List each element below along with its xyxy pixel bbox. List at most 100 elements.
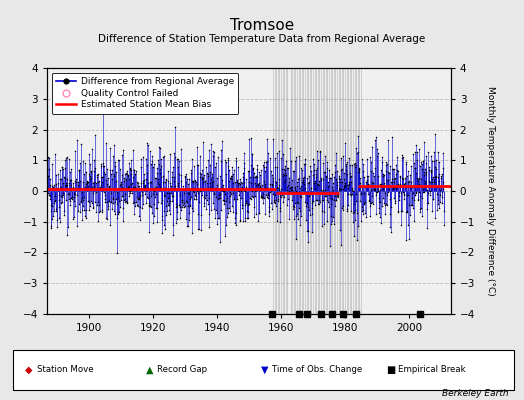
Point <box>300 174 308 181</box>
Point <box>161 193 170 200</box>
Point <box>288 184 296 190</box>
Point <box>268 205 276 212</box>
Point <box>104 198 113 204</box>
Point <box>279 151 288 157</box>
Point <box>287 184 296 190</box>
Point <box>227 175 235 181</box>
Point <box>381 190 389 196</box>
Point <box>242 176 250 182</box>
Point <box>123 198 132 205</box>
Point <box>117 180 125 187</box>
Point <box>202 164 210 170</box>
Point <box>147 161 155 168</box>
Point <box>227 203 236 210</box>
Point <box>406 184 414 190</box>
Point <box>79 196 88 203</box>
Point <box>244 209 252 215</box>
Point <box>107 176 116 182</box>
Point <box>285 175 293 182</box>
Point <box>75 160 84 166</box>
Point <box>282 172 290 178</box>
Point <box>313 196 322 203</box>
Point <box>162 198 171 204</box>
Point <box>291 200 300 206</box>
Point <box>181 203 189 209</box>
Point <box>303 200 311 206</box>
Point <box>348 188 357 194</box>
Point <box>364 181 373 187</box>
Point <box>137 186 146 192</box>
Point <box>179 182 188 189</box>
Point <box>196 170 204 176</box>
Point <box>192 196 200 202</box>
Point <box>432 156 441 163</box>
Point <box>330 221 339 227</box>
Point <box>439 179 447 186</box>
Point <box>222 198 231 204</box>
Point <box>190 188 199 195</box>
Point <box>273 163 281 170</box>
Point <box>128 184 137 190</box>
Point <box>383 202 391 209</box>
Point <box>219 197 227 203</box>
Point <box>158 213 166 220</box>
Point <box>412 142 420 148</box>
Point <box>102 185 110 192</box>
Point <box>171 183 179 190</box>
Point <box>309 156 317 162</box>
Point <box>190 163 199 169</box>
Point <box>405 192 413 198</box>
Point <box>223 210 232 216</box>
Point <box>394 208 402 214</box>
Point <box>126 164 134 171</box>
Text: Station Move: Station Move <box>37 366 93 374</box>
Point <box>321 187 330 194</box>
Point <box>220 201 228 207</box>
Point <box>133 194 141 200</box>
Point <box>183 223 192 229</box>
Point <box>382 158 390 165</box>
Point <box>405 235 413 242</box>
Point <box>234 185 242 192</box>
Point <box>147 204 156 210</box>
Point <box>70 194 79 200</box>
Point <box>354 167 363 173</box>
Point <box>74 208 83 215</box>
Point <box>367 168 375 174</box>
Point <box>313 156 322 163</box>
Point <box>119 218 127 224</box>
Point <box>177 178 185 184</box>
Point <box>315 182 323 189</box>
Point <box>283 190 292 196</box>
Point <box>62 154 70 161</box>
Point <box>186 196 194 202</box>
Point <box>75 168 83 174</box>
Point <box>328 196 336 202</box>
Point <box>86 161 95 167</box>
Point <box>111 158 119 165</box>
Point <box>261 164 270 170</box>
Point <box>192 179 200 186</box>
Point <box>379 173 388 179</box>
Point <box>271 154 279 161</box>
Point <box>91 199 100 206</box>
Point <box>280 178 288 185</box>
Point <box>390 184 399 190</box>
Point <box>101 198 109 205</box>
Point <box>268 182 277 188</box>
Point <box>276 208 285 214</box>
Point <box>298 167 306 174</box>
Point <box>270 198 278 205</box>
Point <box>315 191 324 198</box>
Point <box>383 177 391 184</box>
Point <box>309 198 317 204</box>
Point <box>163 202 172 208</box>
Point <box>54 215 63 222</box>
Point <box>206 180 215 186</box>
Point <box>168 193 177 199</box>
Point <box>264 192 272 199</box>
Point <box>335 186 344 192</box>
Point <box>178 204 187 211</box>
Point <box>310 179 318 186</box>
Point <box>103 166 112 172</box>
